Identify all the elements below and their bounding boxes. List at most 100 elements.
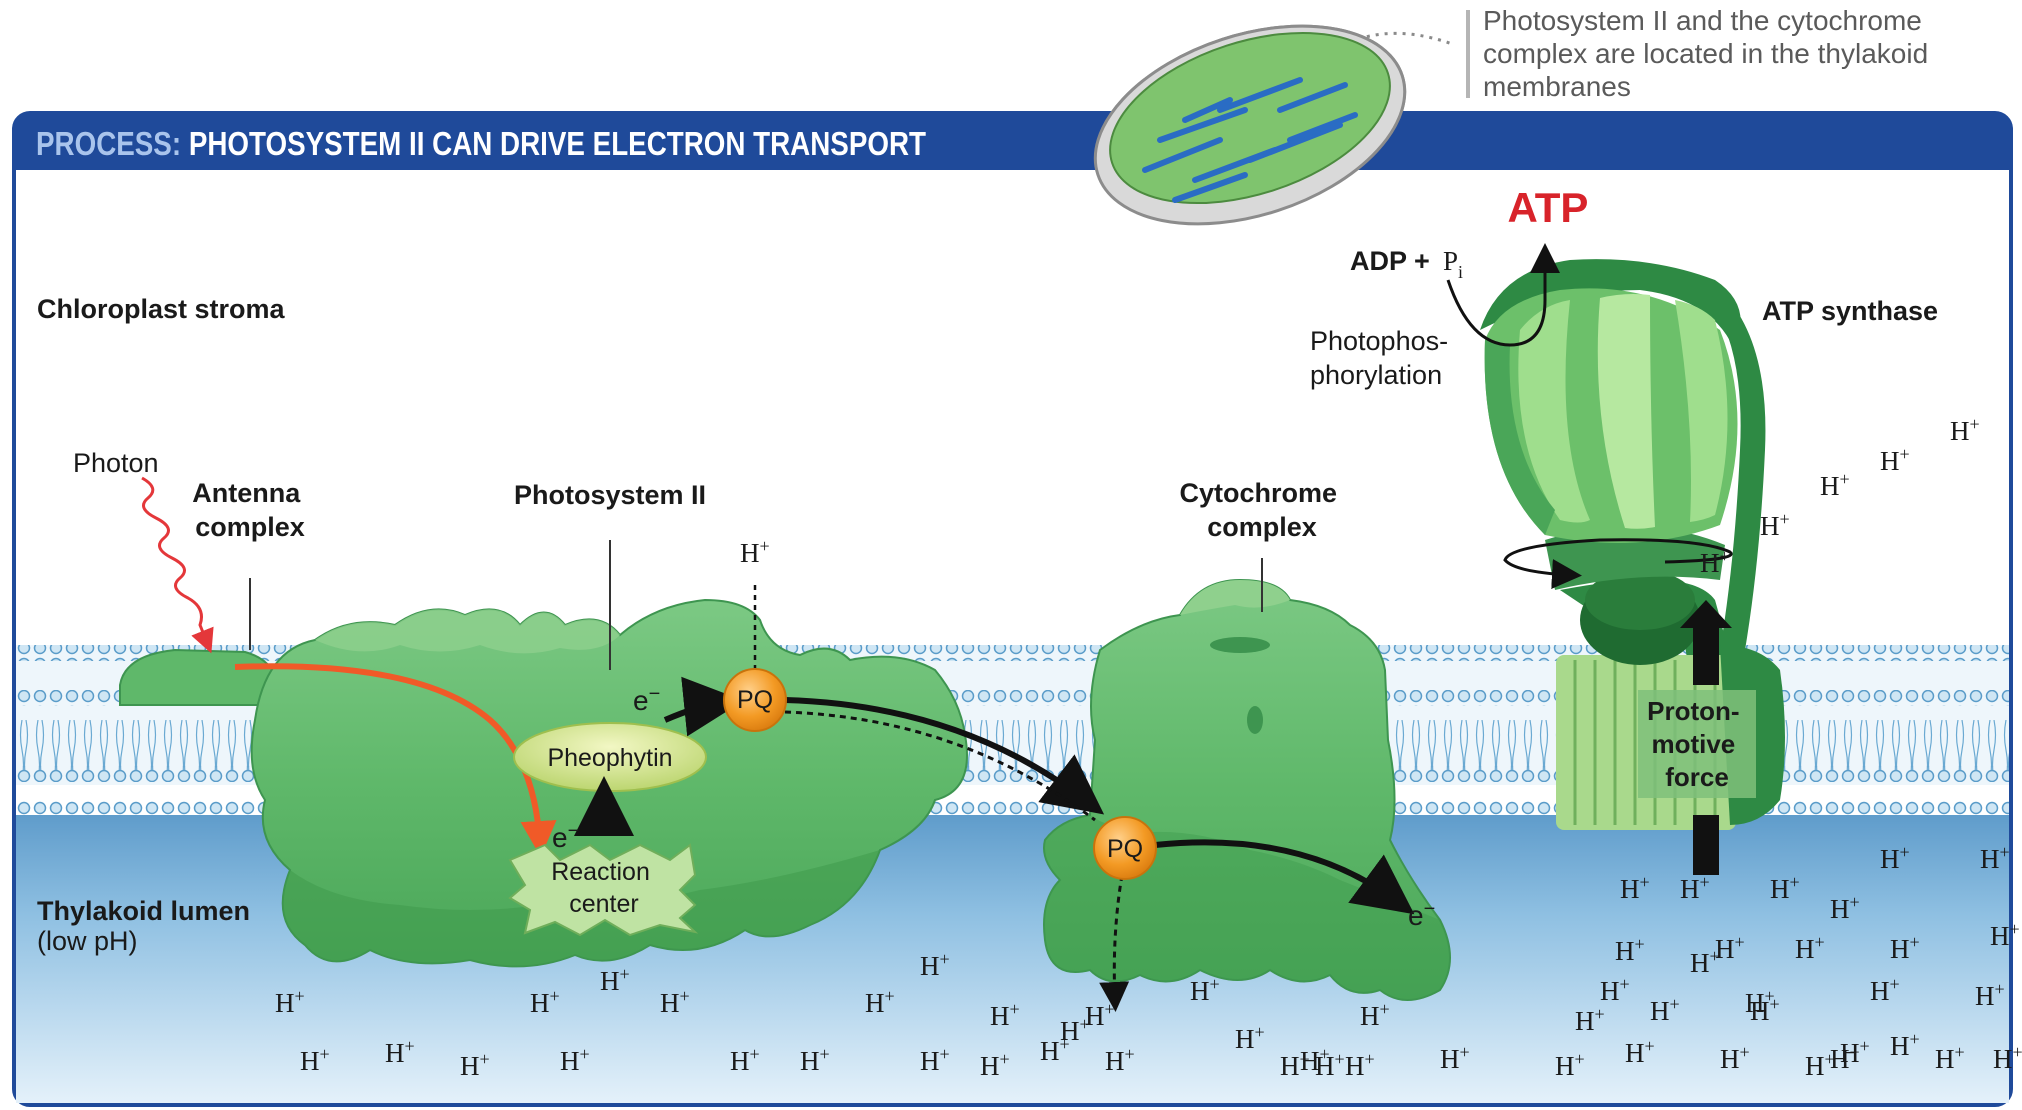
hplus-marker: H+ bbox=[1720, 1042, 1750, 1074]
electron-label-3: e− bbox=[1408, 898, 1435, 931]
chloroplast-inset-front bbox=[1093, 24, 1407, 226]
panel-title-prefix: PROCESS: bbox=[36, 125, 181, 162]
reaction-center bbox=[508, 843, 699, 937]
pi-symbol: P bbox=[1443, 246, 1458, 276]
hplus-marker: H+ bbox=[800, 1044, 830, 1076]
lumen-note: (low pH) bbox=[37, 926, 138, 956]
atp-synthase-label: ATP synthase bbox=[1762, 296, 1938, 326]
hplus-marker: H+ bbox=[1980, 842, 2010, 874]
antenna-label-line-2: complex bbox=[195, 512, 305, 542]
hplus-marker: H+ bbox=[1105, 1044, 1135, 1076]
proton-arrow-head bbox=[1680, 600, 1732, 628]
cytochrome-pore-mid bbox=[1247, 706, 1263, 734]
pi-subscript: i bbox=[1458, 262, 1463, 282]
cytochrome-pore-top bbox=[1210, 637, 1270, 653]
proton-force-line-1: Proton- bbox=[1647, 696, 1739, 726]
photophos-line-1: Photophos- bbox=[1310, 326, 1448, 356]
pq-label-1: PQ bbox=[737, 686, 773, 714]
photosystem-label: Photosystem II bbox=[514, 480, 706, 510]
electron-label-2: e− bbox=[552, 820, 579, 853]
photon-label: Photon bbox=[73, 448, 159, 478]
hplus-marker: H+ bbox=[1750, 994, 1780, 1026]
adp-label: ADP + bbox=[1350, 246, 1430, 276]
hplus-marker: H+ bbox=[1360, 999, 1390, 1031]
hplus-marker: H+ bbox=[600, 964, 630, 996]
antenna-label-line-1: Antenna bbox=[192, 478, 301, 508]
hplus-marker: H+ bbox=[1890, 1029, 1920, 1061]
inset-note-line-1: Photosystem II and the cytochrome bbox=[1483, 5, 1922, 36]
photosystem-ii-highlight bbox=[315, 609, 620, 654]
arrow-pq-to-electron-out bbox=[1154, 839, 1415, 915]
hplus-marker: H+ bbox=[920, 1044, 950, 1076]
hplus-marker: H+ bbox=[1820, 469, 1850, 501]
rotation-arrow bbox=[1503, 538, 1733, 589]
photophos-line-2: phorylation bbox=[1310, 360, 1442, 390]
panel-title-text: PHOTOSYSTEM II CAN DRIVE ELECTRON TRANSP… bbox=[189, 125, 926, 162]
hplus-marker: H+ bbox=[1040, 1034, 1070, 1066]
hplus-marker: H+ bbox=[275, 986, 305, 1018]
hplus-marker: H+ bbox=[1620, 872, 1650, 904]
hplus-marker: H+ bbox=[1795, 932, 1825, 964]
hplus-marker: H+ bbox=[1840, 1036, 1870, 1068]
hplus-marker: H+ bbox=[990, 999, 1020, 1031]
cytochrome-label-line-1: Cytochrome bbox=[1179, 478, 1337, 508]
hplus-marker: H+ bbox=[660, 986, 690, 1018]
hplus-marker: H+ bbox=[1190, 974, 1220, 1006]
pheophytin-label: Pheophytin bbox=[547, 744, 672, 772]
inset-dotted-leader bbox=[1298, 31, 1456, 81]
proton-motive-force-label: Proton- motive force bbox=[1647, 696, 1747, 792]
panel-title: PROCESS: PHOTOSYSTEM II CAN DRIVE ELECTR… bbox=[36, 125, 926, 162]
panel-header-bar bbox=[14, 113, 2011, 170]
hydrogen-ion-markers: H+H+H+ H+H+H+H+H+H+H+ H+H+H+H+H+H+H+H+H+H+… bbox=[275, 414, 2022, 1081]
pq-circle-2 bbox=[1093, 816, 1157, 880]
hplus-marker: H+ bbox=[1625, 1036, 1655, 1068]
hplus-marker: H+ bbox=[730, 1044, 760, 1076]
hplus-marker: H+ bbox=[1880, 444, 1910, 476]
photon-squiggle bbox=[141, 476, 214, 654]
arrow-pq-to-lumen-dotted bbox=[1099, 874, 1130, 1012]
reaction-center-line-1: Reaction bbox=[551, 858, 650, 886]
arrow-pheophytin-to-pq bbox=[663, 676, 744, 737]
photophosphorylation-label: Photophos- phorylation bbox=[1310, 326, 1456, 390]
hplus-marker: H+ bbox=[1830, 892, 1860, 924]
hplus-marker: H+ bbox=[1235, 1022, 1265, 1054]
hplus-marker: H+ bbox=[1650, 994, 1680, 1026]
stroma-label: Chloroplast stroma bbox=[37, 294, 286, 324]
hplus-marker: H+ bbox=[1280, 1049, 1310, 1081]
hplus-marker: H+ bbox=[1440, 1042, 1470, 1074]
hplus-marker: H+ bbox=[1555, 1049, 1585, 1081]
inset-note-line-3: membranes bbox=[1483, 71, 1631, 102]
lumen-label: Thylakoid lumen bbox=[37, 896, 250, 926]
hplus-marker: H+ bbox=[1890, 932, 1920, 964]
hplus-marker: H+ bbox=[1700, 546, 1730, 578]
hplus-marker: H+ bbox=[980, 1049, 1010, 1081]
hplus-marker: H+ bbox=[1935, 1042, 1965, 1074]
hplus-marker: H+ bbox=[740, 536, 770, 568]
hplus-marker: H+ bbox=[1575, 1004, 1605, 1036]
hplus-marker: H+ bbox=[460, 1049, 490, 1081]
proton-arrow-shaft-upper bbox=[1693, 625, 1719, 685]
hplus-marker: H+ bbox=[1745, 986, 1775, 1018]
inset-note: Photosystem II and the cytochrome comple… bbox=[1483, 5, 1936, 102]
antenna-complex-shape bbox=[119, 648, 281, 706]
hplus-marker: H+ bbox=[1615, 934, 1645, 966]
hplus-marker: H+ bbox=[1315, 1049, 1345, 1081]
hplus-marker: H+ bbox=[1870, 974, 1900, 1006]
cytochrome-label: Cytochrome complex bbox=[1179, 478, 1344, 542]
antenna-label: Antenna complex bbox=[192, 478, 308, 542]
hplus-marker: H+ bbox=[1830, 1042, 1860, 1074]
hplus-marker: H+ bbox=[560, 1044, 590, 1076]
hplus-marker: H+ bbox=[1715, 932, 1745, 964]
inset-note-line-2: complex are located in the thylakoid bbox=[1483, 38, 1928, 69]
hplus-marker: H+ bbox=[1880, 842, 1910, 874]
proton-force-line-2: motive bbox=[1651, 729, 1735, 759]
reaction-center-label: Reaction center bbox=[551, 858, 657, 918]
pq-circle-1 bbox=[723, 668, 787, 732]
electron-label-1: e− bbox=[633, 683, 660, 716]
reaction-center-line-2: center bbox=[569, 890, 638, 918]
proton-force-line-3: force bbox=[1665, 762, 1729, 792]
hplus-marker: H+ bbox=[1950, 414, 1980, 446]
arrow-pq-to-cytochrome-dotted bbox=[784, 710, 1096, 822]
hplus-marker: H+ bbox=[1680, 872, 1710, 904]
